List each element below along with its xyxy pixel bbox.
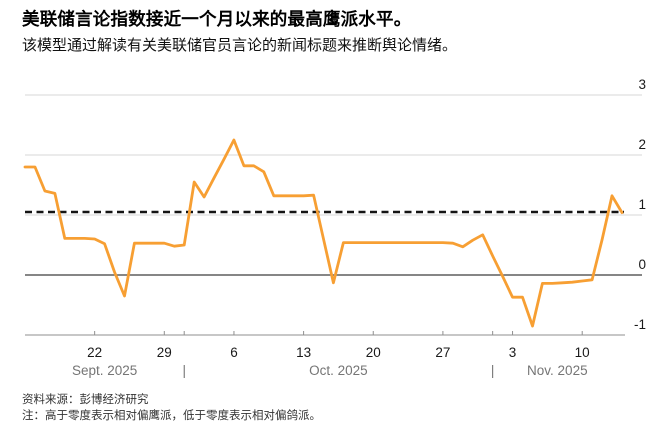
month-separator-1: |: [491, 363, 495, 378]
x-tick-label-13: 13: [296, 345, 311, 360]
y-tick-label-3: 3: [638, 77, 646, 92]
month-separator-0: |: [182, 363, 186, 378]
y-tick-label-0: 0: [638, 257, 646, 272]
x-tick-label-6: 6: [230, 345, 238, 360]
month-label-2: Nov. 2025: [527, 363, 588, 378]
month-label-1: Oct. 2025: [309, 363, 368, 378]
fed-speak-index-line: [23, 138, 624, 328]
x-tick-label-22: 22: [87, 345, 102, 360]
y-tick-label--1: -1: [634, 317, 646, 332]
chart-title: 美联储言论指数接近一个月以来的最高鹰派水平。: [22, 9, 412, 29]
y-tick-label-1: 1: [638, 197, 646, 212]
x-tick-label-10: 10: [575, 345, 590, 360]
source-note: 资料来源：彭博经济研究: [22, 394, 149, 406]
x-tick-label-29: 29: [157, 345, 172, 360]
x-tick-label-20: 20: [366, 345, 381, 360]
x-tick-label-3: 3: [509, 345, 517, 360]
x-tick-label-27: 27: [435, 345, 450, 360]
chart-subtitle: 该模型通过解读有关美联储官员言论的新闻标题来推断舆论情绪。: [22, 37, 458, 54]
y-tick-label-2: 2: [638, 137, 646, 152]
month-label-0: Sept. 2025: [72, 363, 137, 378]
methodology-note: 注：高于零度表示相对偏鹰派，低于零度表示相对偏鸽派。: [22, 410, 321, 422]
